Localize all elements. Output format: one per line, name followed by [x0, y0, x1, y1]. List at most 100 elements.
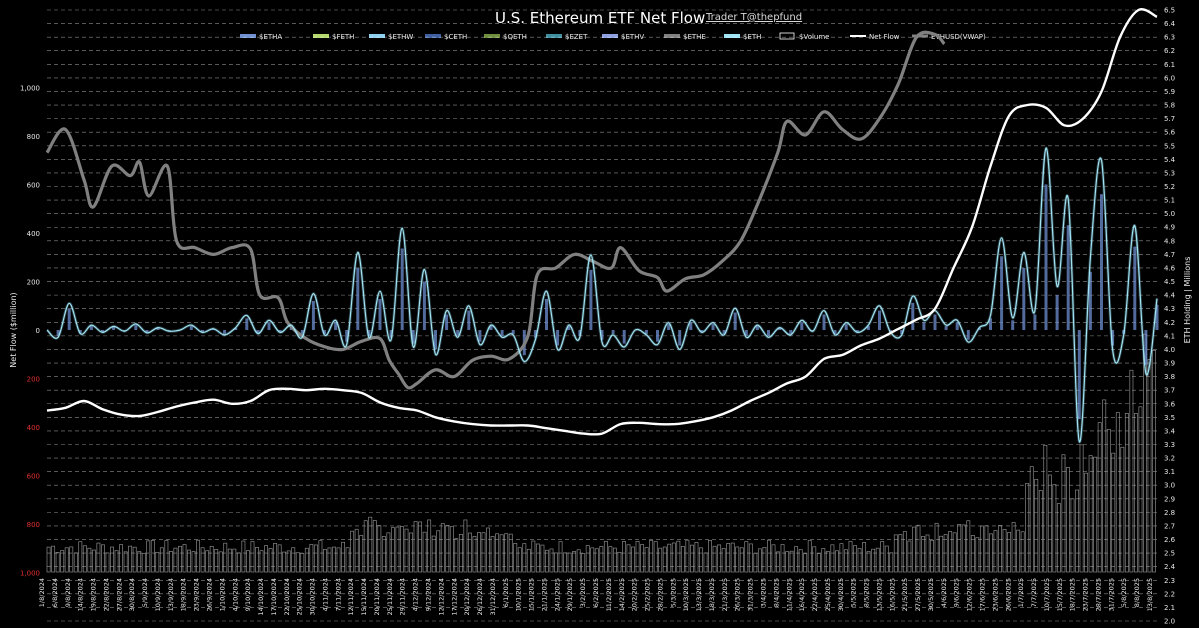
volume-bar: [957, 523, 962, 573]
x-tick-label: 9/8/2024: [64, 578, 72, 607]
x-tick-label: 19/8/2024: [90, 578, 98, 611]
flow-bar: [345, 330, 349, 342]
volume-bar: [862, 542, 867, 573]
volume-bar: [295, 552, 300, 573]
flow-bar: [811, 330, 815, 331]
volume-bar: [744, 541, 749, 573]
volume-bar: [413, 521, 418, 573]
volume-bar: [526, 548, 531, 573]
credit-link[interactable]: Trader T@thepfund: [705, 12, 802, 23]
flow-bar: [977, 328, 981, 330]
left-tick-label: 800: [27, 133, 40, 141]
right-axis: 2.0 2.1 2.2 2.3 2.4 2.5 2.6 2.7 2.8 2.9 3.0 3.1 3.2 3…: [1164, 7, 1176, 626]
volume-bar: [531, 540, 536, 573]
volume-bar: [998, 525, 1002, 573]
volume-bar: [1138, 406, 1143, 573]
volume-bar: [535, 543, 540, 573]
volume-bar: [517, 547, 522, 573]
volume-bar: [454, 538, 459, 573]
volume-bar: [1034, 478, 1039, 573]
x-tick-label: 15/1/2025: [528, 578, 536, 611]
right-tick-label: 4.6: [1164, 264, 1176, 272]
volume-bars: [46, 333, 1156, 573]
x-tick-label: 9/6/2025: [953, 578, 961, 607]
flow-bar: [744, 330, 748, 336]
x-tick-label: 7/11/2024: [334, 578, 342, 611]
flow-bar: [844, 324, 848, 330]
volume-bar: [96, 542, 101, 573]
volume-bar: [55, 552, 60, 573]
legend-label: $QETH: [503, 33, 527, 41]
legend-swatch: [546, 34, 562, 38]
volume-bar: [445, 525, 450, 573]
x-tick-label: 5/9/2024: [141, 578, 149, 607]
volume-bar: [1066, 467, 1070, 573]
flow-bar: [667, 324, 671, 330]
volume-bar: [984, 525, 989, 573]
volume-bar: [1007, 532, 1012, 573]
volume-bar: [993, 530, 998, 573]
x-tick-label: 12/11/2024: [347, 578, 355, 615]
volume-bar: [839, 543, 844, 573]
x-tick-label: 17/6/2025: [979, 578, 987, 611]
x-tick-label: 18/7/2025: [1069, 578, 1077, 611]
left-tick-label: 1,000: [20, 570, 40, 578]
x-tick-label: 24/1/2025: [553, 578, 561, 611]
flow-bar: [1133, 246, 1137, 330]
volume-bar: [218, 551, 223, 573]
legend-item--etha: $ETHA: [240, 33, 282, 41]
right-tick-label: 6.4: [1164, 20, 1176, 28]
legend-swatch: [664, 34, 680, 38]
left-tick-label: 1,000: [20, 85, 40, 93]
volume-bar: [753, 552, 758, 573]
volume-bar: [689, 544, 694, 573]
volume-bar: [703, 552, 708, 573]
volume-bar: [155, 551, 160, 573]
x-tick-label: 4/12/2024: [412, 578, 420, 611]
flow-bar: [1088, 271, 1092, 330]
right-tick-label: 5.5: [1164, 142, 1175, 150]
flow-bar: [89, 326, 93, 330]
x-tick-label: 20/11/2024: [373, 578, 381, 615]
volume-bar: [735, 546, 740, 573]
flow-bar: [922, 322, 926, 330]
volume-bar: [69, 546, 74, 573]
right-tick-label: 4.4: [1164, 292, 1176, 300]
x-tick-label: 1/7/2025: [1017, 578, 1025, 607]
x-tick-label: 5/8/2025: [1120, 578, 1128, 607]
volume-bar: [830, 544, 835, 573]
x-tick-label: 28/2/2025: [656, 578, 664, 611]
x-tick-label: 20/2/2025: [631, 578, 639, 611]
volume-bar: [187, 549, 191, 573]
volume-bar: [363, 520, 368, 573]
volume-bar: [436, 530, 441, 573]
volume-bar: [930, 539, 934, 573]
right-tick-label: 3.9: [1164, 360, 1175, 368]
volume-bar: [785, 551, 790, 573]
x-tick-label: 11/4/2025: [785, 578, 793, 611]
volume-bar: [911, 526, 916, 573]
right-tick-label: 2.0: [1164, 618, 1175, 626]
volume-bar: [309, 544, 314, 573]
x-tick-label: 3/2/2025: [579, 578, 587, 607]
volume-bar: [540, 544, 545, 573]
x-tick-label: 15/7/2025: [1056, 578, 1064, 611]
flow-bar: [156, 328, 160, 330]
volume-bar: [1084, 472, 1089, 573]
volume-bar: [245, 550, 250, 573]
legend-swatch: [425, 34, 441, 38]
x-tick-label: 13/8/2025: [1146, 578, 1154, 611]
x-tick-label: 6/8/2024: [51, 578, 59, 607]
flow-bar: [722, 330, 726, 334]
flow-bar: [900, 330, 904, 334]
flow-bar: [400, 248, 404, 330]
volume-bar: [943, 534, 948, 573]
flow-bar: [911, 302, 915, 330]
flow-bar: [256, 330, 260, 333]
volume-bar: [925, 534, 930, 573]
x-tick-label: 10/1/2025: [515, 578, 523, 611]
volume-bar: [1079, 444, 1084, 573]
volume-bar: [377, 525, 382, 573]
volume-bar: [200, 547, 205, 573]
